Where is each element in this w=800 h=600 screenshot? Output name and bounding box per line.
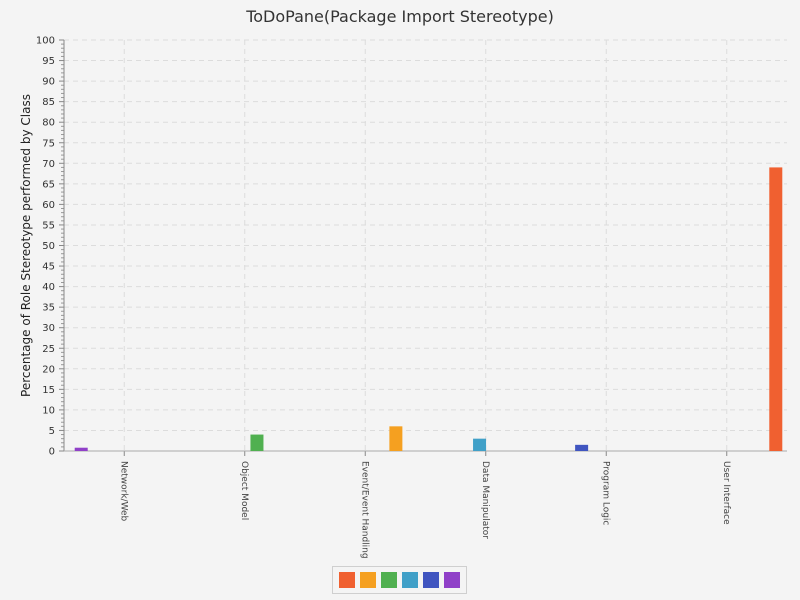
y-tick-label: 40 [42,282,55,293]
legend-swatch [402,572,418,588]
bar [74,447,88,451]
y-tick-label: 100 [36,36,55,47]
bar [250,434,264,451]
x-tick-label: Event/Event Handling [359,461,369,559]
y-tick-label: 80 [42,118,55,129]
y-tick-label: 60 [42,200,55,211]
y-tick-label: 15 [42,385,55,396]
y-tick-label: 65 [42,179,55,190]
y-tick-label: 5 [49,426,55,437]
y-tick-label: 95 [42,56,55,67]
x-tick-label: Object Model [239,461,249,520]
x-tick-label: Data Manipulator [480,461,490,539]
y-tick-label: 90 [42,77,55,88]
y-axis-title: Percentage of Role Stereotype performed … [19,94,33,397]
y-tick-label: 30 [42,323,55,334]
axis-labels: 0 5 10 15 20 25 30 35 40 45 50 55 60 65 70 75 80 85 90 95 10… [19,36,731,559]
axes [59,39,787,456]
grid-lines [64,39,787,451]
x-tick-label: User Interface [721,461,731,525]
y-tick-label: 85 [42,97,55,108]
y-tick-label: 70 [42,159,55,170]
chart-title: ToDoPane(Package Import Stereotype) [246,7,554,26]
y-tick-label: 75 [42,138,55,149]
y-tick-label: 45 [42,262,55,273]
y-tick-label: 10 [42,405,55,416]
bar [575,444,589,451]
y-tick-label: 20 [42,364,55,375]
legend-swatch [381,572,397,588]
bar [473,438,487,451]
bar [769,167,783,451]
bar [389,426,403,451]
x-tick-label: Program Logic [600,461,610,525]
y-tick-label: 0 [49,447,55,458]
legend-swatch [360,572,376,588]
x-tick-label: Network/Web [118,461,128,522]
legend-swatch [339,572,355,588]
y-tick-label: 25 [42,344,55,355]
y-tick-label: 55 [42,220,55,231]
legend-swatch [444,572,460,588]
legend-swatch [423,572,439,588]
legend [332,566,467,594]
bars [74,167,783,451]
y-tick-label: 35 [42,303,55,314]
y-tick-label: 50 [42,241,55,252]
